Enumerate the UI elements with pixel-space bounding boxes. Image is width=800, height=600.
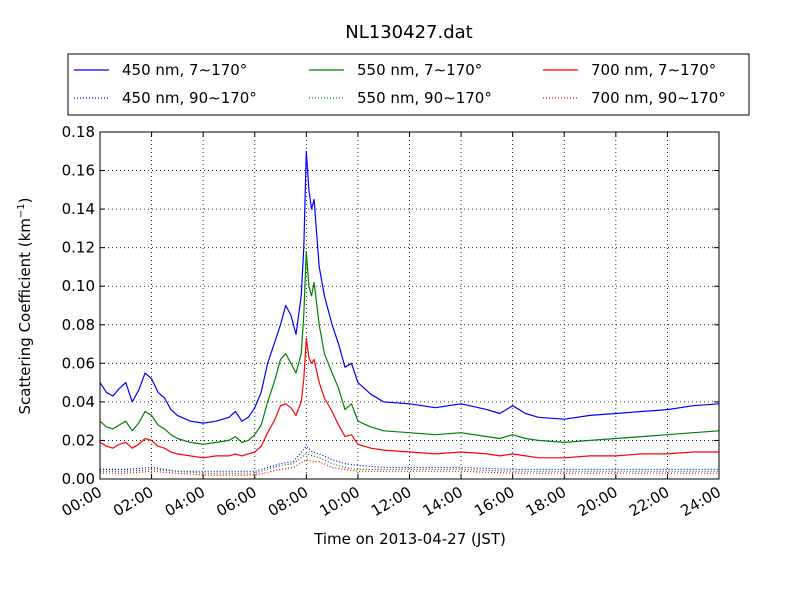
legend-entry-label: 450 nm, 90∼170° [122, 89, 257, 107]
legend-entry-label: 550 nm, 7∼170° [357, 61, 482, 79]
y-tick-label: 0.16 [62, 162, 95, 180]
y-axis-label-main: Scattering Coefficient (km [16, 218, 34, 414]
y-axis-tick-labels: 0.00 0.02 0.04 0.06 0.08 0.10 0.12 0.14 0.16 0.18 [62, 123, 95, 488]
series-layer [99, 150, 720, 476]
y-tick-label: 0.02 [62, 431, 95, 449]
y-tick-label: 0.10 [62, 277, 95, 295]
x-axis-label: Time on 2013-04-27 (JST) [313, 530, 506, 548]
legend-entry-label: 700 nm, 90∼170° [591, 89, 726, 107]
y-axis-label-close: ) [16, 197, 34, 203]
legend-entry-label: 550 nm, 90∼170° [357, 89, 492, 107]
legend-entry-label: 450 nm, 7∼170° [122, 61, 247, 79]
y-axis-label: Scattering Coefficient (km−1) [16, 197, 34, 414]
chart-title: NL130427.dat [345, 22, 472, 43]
y-tick-label: 0.12 [62, 239, 95, 257]
y-tick-label: 0.06 [62, 354, 95, 372]
y-tick-label: 0.14 [62, 200, 95, 218]
plot-area [100, 132, 719, 479]
y-tick-label: 0.08 [62, 316, 95, 334]
y-axis-label-exponent: −1 [16, 203, 27, 218]
legend-entry-label: 700 nm, 7∼170° [591, 61, 716, 79]
y-tick-label: 0.04 [62, 393, 95, 411]
y-tick-label: 0.00 [62, 470, 95, 488]
legend-frame [67, 53, 750, 116]
series-line [99, 337, 719, 459]
axis-ticks [99, 131, 720, 480]
series-line [99, 150, 720, 424]
y-tick-label: 0.18 [62, 123, 95, 141]
series-line [100, 459, 719, 476]
legend: 450 nm, 7∼170° 550 nm, 7∼170° 700 nm, 7∼17… [67, 53, 750, 116]
series-line [99, 250, 720, 445]
